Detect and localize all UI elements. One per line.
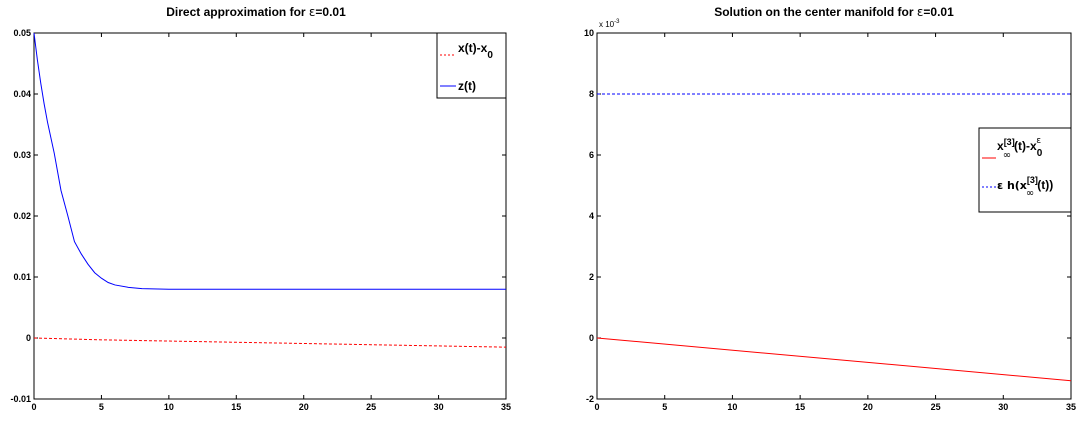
left-xtick-label: 10: [164, 402, 174, 412]
right-x-axis: 0 5 10 15 20 25 30 35: [594, 33, 1076, 412]
right-xtick-label: 35: [1066, 402, 1076, 412]
left-ytick-label: -0.01: [10, 394, 31, 404]
right-legend-label-blue: ε h(x[3] ∞(t)): [997, 175, 1053, 199]
right-ytick-label: 4: [589, 211, 594, 221]
left-legend-label-x: x(t)-x0: [458, 41, 493, 61]
left-series-1-line: [33, 32, 506, 290]
right-legend-label-red: x[3] ∞(t)-x0ε: [997, 136, 1043, 161]
left-chart: Direct approximation for ε=0.01 -0.0100.…: [10, 5, 511, 412]
right-legend: x[3] ∞(t)-x0ε ε h(x[3] ∞(t)): [978, 127, 1072, 213]
left-legend: x(t)-x0 z(t): [436, 32, 507, 99]
left-ytick-label: 0.03: [13, 150, 31, 160]
left-legend-box: [436, 32, 507, 99]
right-xtick-label: 0: [594, 402, 599, 412]
right-xtick-label: 25: [931, 402, 941, 412]
left-xtick-label: 35: [501, 402, 511, 412]
right-xtick-label: 20: [863, 402, 873, 412]
left-xtick-label: 5: [99, 402, 104, 412]
left-ytick-label: 0.01: [13, 272, 31, 282]
right-ytick-label: 2: [589, 272, 594, 282]
right-xtick-label: 10: [727, 402, 737, 412]
left-ytick-label: 0.05: [13, 28, 31, 38]
right-ytick-label: -2: [586, 394, 594, 404]
left-legend-label-z: z(t): [458, 79, 476, 93]
left-plot-frame: [33, 32, 507, 400]
right-ytick-label: 6: [589, 150, 594, 160]
left-chart-title: Direct approximation for ε=0.01: [166, 5, 346, 19]
left-series-lines: [33, 32, 507, 348]
right-ytick-label: 0: [589, 333, 594, 343]
left-x-axis: 0 5 10 15 20 25 30 35: [31, 33, 511, 412]
right-xtick-label: 15: [795, 402, 805, 412]
left-ytick-label: 0.04: [13, 89, 31, 99]
right-y-axis: -2 0 2 4 6 8 10: [584, 28, 1071, 404]
left-xtick-label: 20: [299, 402, 309, 412]
right-series-0-line: [596, 337, 1072, 382]
right-xtick-label: 5: [662, 402, 667, 412]
right-ytick-label: 10: [584, 28, 594, 38]
left-xtick-label: 30: [434, 402, 444, 412]
right-y-multiplier: x 10-3: [599, 19, 620, 29]
left-series-0-line: [33, 337, 507, 348]
right-ytick-label: 8: [589, 89, 594, 99]
left-xtick-label: 25: [366, 402, 376, 412]
left-xtick-label: 15: [231, 402, 241, 412]
right-xtick-label: 30: [998, 402, 1008, 412]
right-chart-title: Solution on the center manifold for ε=0.…: [714, 5, 954, 19]
left-ytick-label: 0.02: [13, 211, 31, 221]
left-xtick-label: 0: [31, 402, 36, 412]
left-ytick-label: 0: [26, 333, 31, 343]
left-y-axis: -0.01 0 0.01 0.02 0.03 0.04 0.05: [10, 28, 506, 404]
right-series-lines: [596, 93, 1072, 382]
right-legend-box: [978, 127, 1072, 213]
right-chart: Solution on the center manifold for ε=0.…: [584, 5, 1076, 412]
